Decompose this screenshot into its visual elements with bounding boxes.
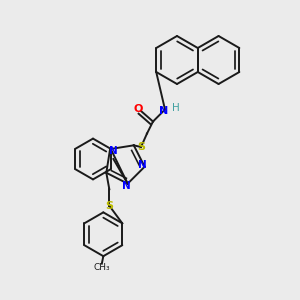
Text: S: S <box>137 142 145 152</box>
Text: N: N <box>138 160 147 170</box>
Text: H: H <box>172 103 179 113</box>
Text: N: N <box>109 146 118 156</box>
Text: N: N <box>122 181 130 191</box>
Text: CH₃: CH₃ <box>94 263 110 272</box>
Text: S: S <box>105 201 113 211</box>
Text: O: O <box>133 104 143 115</box>
Text: N: N <box>159 106 168 116</box>
